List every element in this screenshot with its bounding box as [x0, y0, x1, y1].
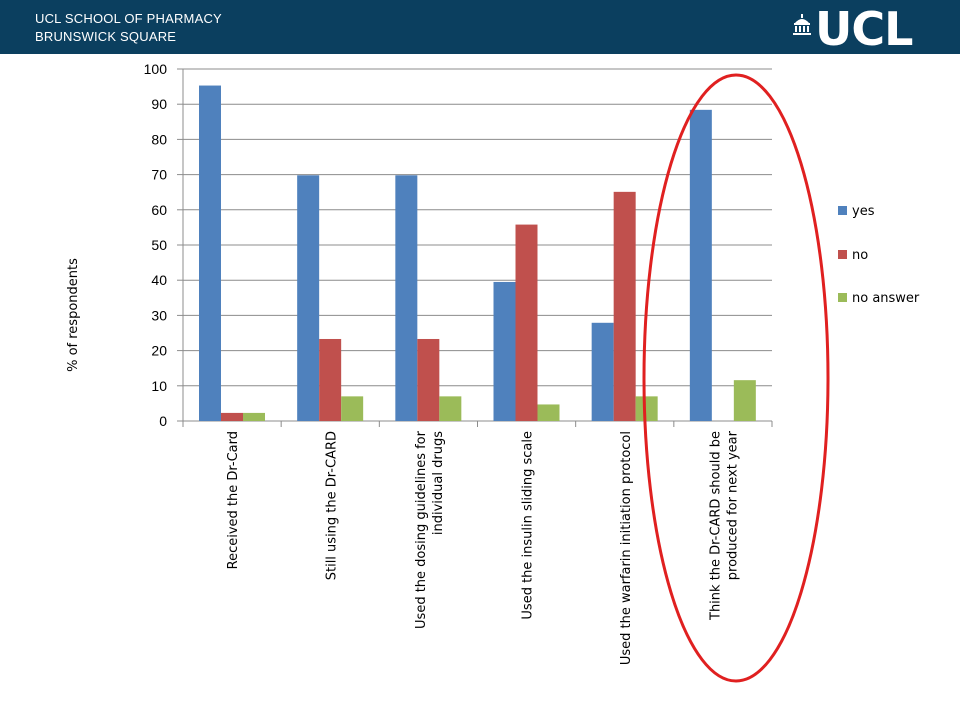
bar-yes	[395, 175, 418, 421]
portico-icon	[793, 14, 811, 35]
category-label: Used the insulin sliding scale	[521, 431, 536, 620]
y-tick-label: 100	[144, 61, 168, 77]
y-tick-label: 20	[151, 343, 167, 359]
bar-no	[221, 412, 243, 421]
legend-label: no answer	[852, 291, 920, 306]
bar-no	[613, 191, 636, 421]
bar-no-answer	[341, 396, 364, 421]
bar-no-answer	[439, 396, 462, 421]
ucl-logo: UCL	[815, 2, 913, 56]
category-label: individual drugs	[431, 431, 446, 535]
school-address: BRUNSWICK SQUARE	[35, 29, 177, 44]
bar-no-answer	[635, 396, 658, 421]
y-tick-label: 30	[151, 307, 167, 323]
category-label: Used the warfarin initiation protocol	[619, 431, 634, 665]
bar-no	[417, 338, 440, 421]
y-tick-label: 40	[151, 272, 167, 288]
bar-yes	[493, 281, 516, 421]
y-axis-label: % of respondents	[66, 258, 81, 372]
y-tick-label: 10	[151, 378, 167, 394]
legend-swatch	[838, 293, 847, 302]
category-label: Still using the Dr-CARD	[324, 431, 339, 580]
y-tick-label: 0	[159, 413, 167, 429]
bar-no-answer	[537, 404, 560, 421]
bar-no-answer	[243, 412, 265, 421]
category-label: Received the Dr-Card	[226, 431, 241, 569]
legend-label: no	[852, 248, 868, 263]
bar-yes	[199, 85, 221, 421]
bar-no	[319, 338, 342, 421]
y-tick-label: 80	[151, 131, 167, 147]
category-label: produced for next year	[725, 430, 740, 580]
y-tick-label: 60	[151, 202, 167, 218]
bar-no-answer	[733, 380, 756, 421]
bar-yes	[689, 109, 712, 421]
bar-yes	[591, 322, 614, 421]
y-tick-label: 70	[151, 167, 167, 183]
category-label: Think the Dr-CARD should be	[708, 431, 723, 621]
legend-swatch	[838, 250, 847, 259]
y-tick-label: 50	[151, 237, 167, 253]
bar-yes	[297, 175, 320, 421]
y-tick-label: 90	[151, 96, 167, 112]
school-name: UCL SCHOOL OF PHARMACY	[35, 11, 222, 26]
highlight-ellipse	[642, 73, 830, 683]
bar-no	[515, 224, 538, 421]
legend-label: yes	[852, 204, 875, 219]
legend-swatch	[838, 206, 847, 215]
category-label: Used the dosing guidelines for	[414, 430, 429, 629]
